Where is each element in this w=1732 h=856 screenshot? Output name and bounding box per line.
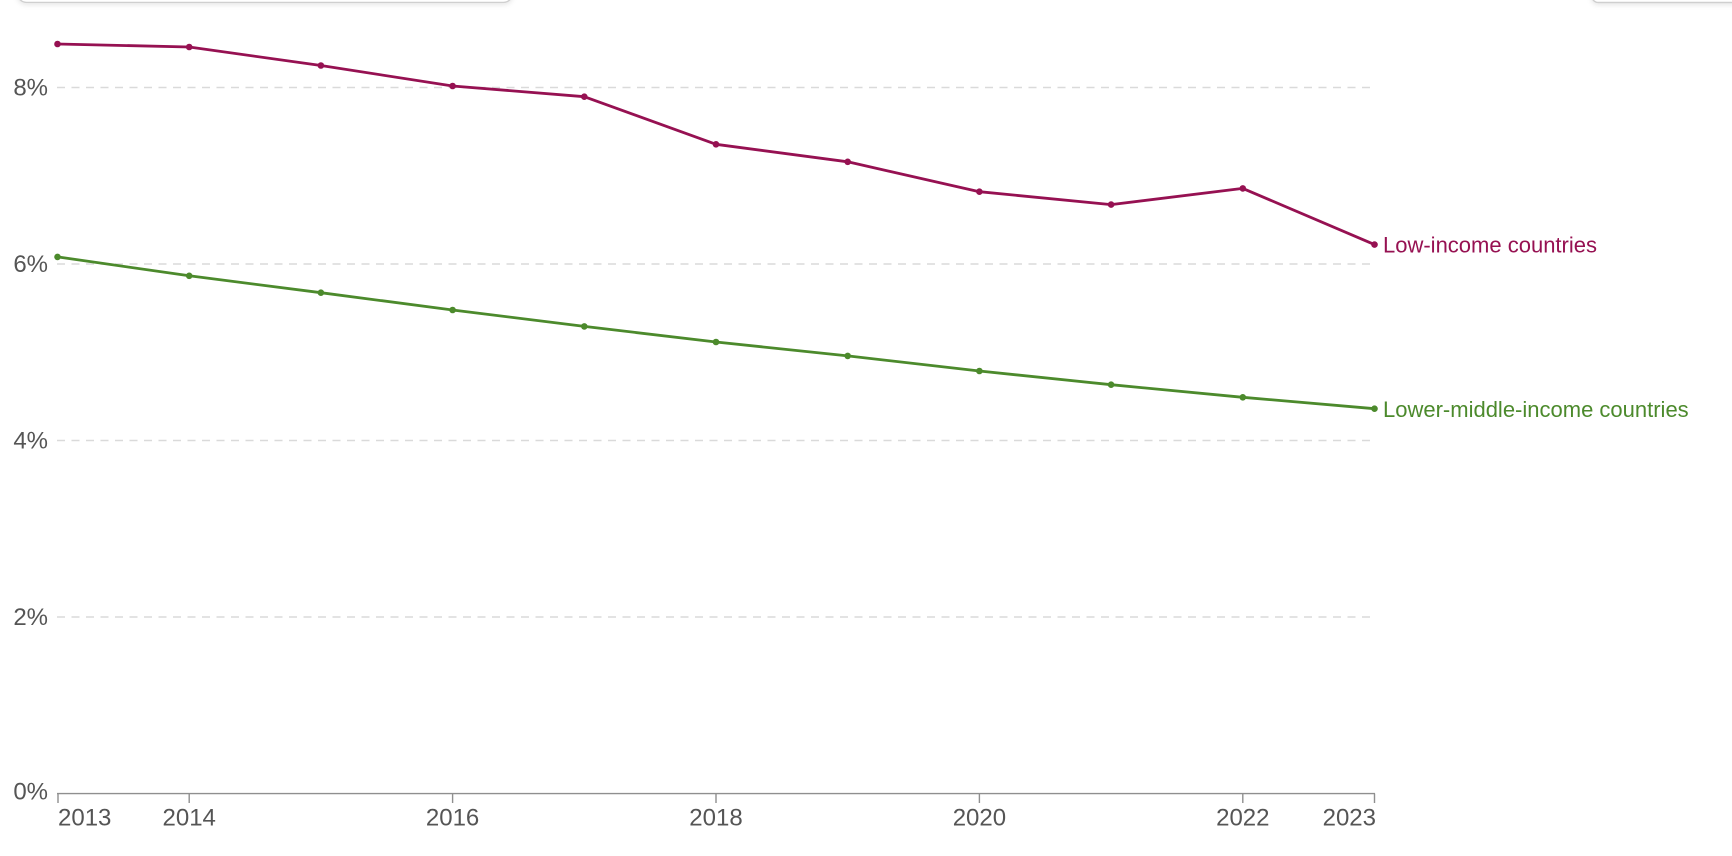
svg-text:0%: 0% [13,779,48,806]
svg-text:4%: 4% [13,428,48,455]
svg-text:2018: 2018 [689,805,742,832]
svg-text:Low-income countries: Low-income countries [1383,233,1597,258]
svg-text:Lower-middle-income countries: Lower-middle-income countries [1383,397,1689,422]
svg-text:8%: 8% [13,75,48,102]
svg-text:2%: 2% [13,604,48,631]
svg-text:2022: 2022 [1216,805,1269,832]
svg-text:2023: 2023 [1323,805,1376,832]
svg-text:2013: 2013 [58,805,111,832]
svg-text:2016: 2016 [426,805,479,832]
svg-text:6%: 6% [13,251,48,278]
svg-text:2020: 2020 [953,805,1006,832]
svg-text:2014: 2014 [163,805,216,832]
